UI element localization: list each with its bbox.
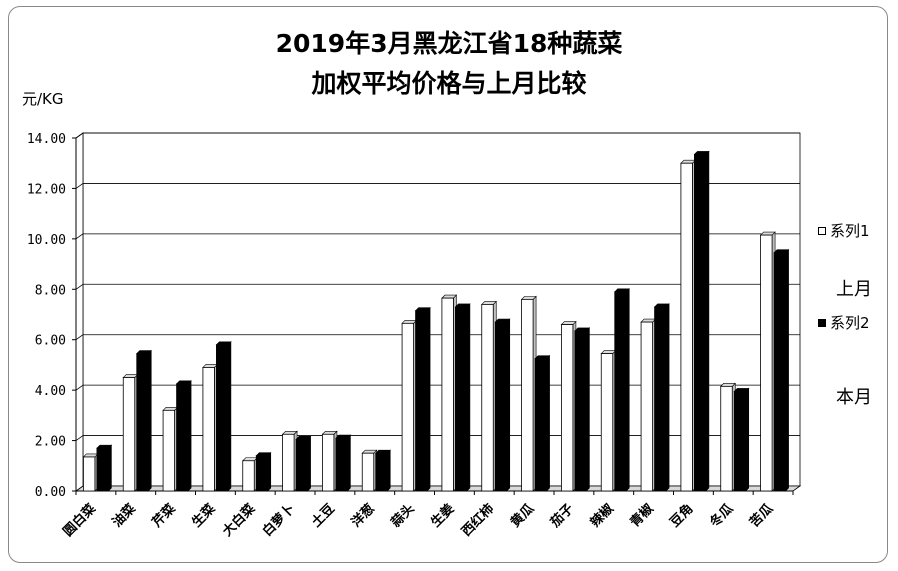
x-tick-label: 圆白菜 — [60, 501, 99, 540]
x-tick-label: 洋葱 — [348, 501, 378, 531]
x-tick-label: 芹菜 — [149, 501, 179, 531]
bar-series2-3 — [175, 380, 192, 492]
bar-series1-17 — [720, 382, 736, 492]
bar-series1-15 — [640, 318, 657, 492]
x-tick-label: 生姜 — [428, 501, 458, 531]
y-tick-label: 0.00 — [35, 485, 66, 500]
bar-series2-9 — [414, 306, 431, 492]
x-tick-label: 青椒 — [627, 501, 657, 531]
bar-series1-8 — [361, 449, 378, 492]
plot-back-wall — [82, 132, 801, 487]
bar-series1-1 — [82, 453, 99, 492]
x-tick-label: 黄瓜 — [507, 501, 537, 531]
y-tick-label: 4.00 — [35, 384, 66, 399]
y-tick-label: 10.00 — [27, 233, 66, 248]
gridline-diagonal — [75, 384, 84, 391]
chart-frame — [8, 6, 888, 563]
gridline-diagonal — [75, 183, 84, 189]
bar-series1-11 — [481, 300, 497, 492]
x-tick-label: 大白菜 — [219, 501, 258, 540]
x-tick-label: 茄子 — [547, 501, 577, 531]
gridline-diagonal — [75, 435, 84, 441]
legend-item-series2: 系列2 — [818, 312, 870, 333]
legend-label-series2: 系列2 — [830, 314, 870, 332]
y-tick-label: 14.00 — [27, 132, 66, 147]
x-tick-label: 苦瓜 — [746, 501, 776, 531]
bar-series1-13 — [560, 320, 577, 492]
bar-series2-2 — [136, 349, 152, 492]
x-tick-label: 白萝卜 — [259, 501, 298, 540]
bar-series1-9 — [401, 319, 418, 492]
x-tick-label: 冬瓜 — [707, 501, 737, 531]
bar-series2-5 — [255, 451, 272, 492]
bar-series2-11 — [494, 318, 511, 492]
plot-side-wall — [75, 132, 84, 492]
x-tick-label: 土豆 — [308, 501, 338, 531]
bar-series2-4 — [215, 341, 232, 492]
bar-series2-7 — [335, 434, 352, 492]
y-tick-label: 8.00 — [35, 283, 66, 298]
bar-series1-16 — [680, 159, 697, 492]
legend-note-this-month: 本月 — [836, 387, 872, 408]
bar-series1-3 — [162, 406, 179, 492]
bar-series2-18 — [773, 249, 790, 492]
x-tick-label: 生菜 — [189, 501, 219, 531]
legend-note-last-month: 上月 — [836, 279, 872, 300]
bar-series1-4 — [202, 363, 219, 492]
legend-swatch-series2 — [818, 319, 826, 327]
x-tick-label: 蒜头 — [388, 501, 418, 531]
chart-title: 2019年3月黑龙江省18种蔬菜 — [275, 29, 623, 58]
bar-series2-17 — [733, 387, 750, 492]
bar-series1-18 — [759, 231, 776, 492]
bar-series2-10 — [454, 303, 471, 492]
bar-series1-2 — [122, 373, 139, 492]
bar-series1-14 — [600, 349, 617, 492]
x-tick-label: 油菜 — [109, 501, 139, 531]
gridline-diagonal — [75, 334, 84, 341]
bar-series2-8 — [375, 449, 391, 492]
legend-label-series1: 系列1 — [830, 222, 870, 240]
bar-series2-6 — [295, 435, 312, 492]
gridline-diagonal — [75, 283, 84, 290]
legend-swatch-series1 — [818, 227, 826, 235]
bar-series1-12 — [520, 295, 537, 492]
bar-series2-14 — [614, 288, 630, 492]
bar-series1-6 — [281, 430, 298, 492]
chart-subtitle: 加权平均价格与上月比较 — [311, 69, 587, 98]
bar-series2-13 — [574, 327, 591, 492]
bar-series2-12 — [534, 354, 551, 492]
bar-series1-10 — [441, 294, 458, 492]
y-axis-unit-label: 元/KG — [22, 90, 64, 108]
bar-series1-5 — [242, 457, 258, 492]
gridline-diagonal — [75, 233, 84, 240]
legend-item-series1: 系列1 — [818, 220, 870, 241]
y-tick-label: 6.00 — [35, 334, 66, 349]
x-tick-label: 西红柿 — [458, 501, 497, 540]
bar-series2-1 — [96, 444, 113, 492]
gridline-diagonal — [75, 132, 84, 139]
x-tick-label: 辣椒 — [587, 501, 617, 531]
bar-series2-16 — [693, 150, 710, 492]
x-tick-label: 豆角 — [667, 501, 697, 531]
bar-series2-15 — [653, 303, 670, 492]
y-tick-label: 2.00 — [35, 435, 66, 450]
y-tick-label: 12.00 — [27, 182, 66, 197]
bar-series1-7 — [321, 430, 338, 492]
